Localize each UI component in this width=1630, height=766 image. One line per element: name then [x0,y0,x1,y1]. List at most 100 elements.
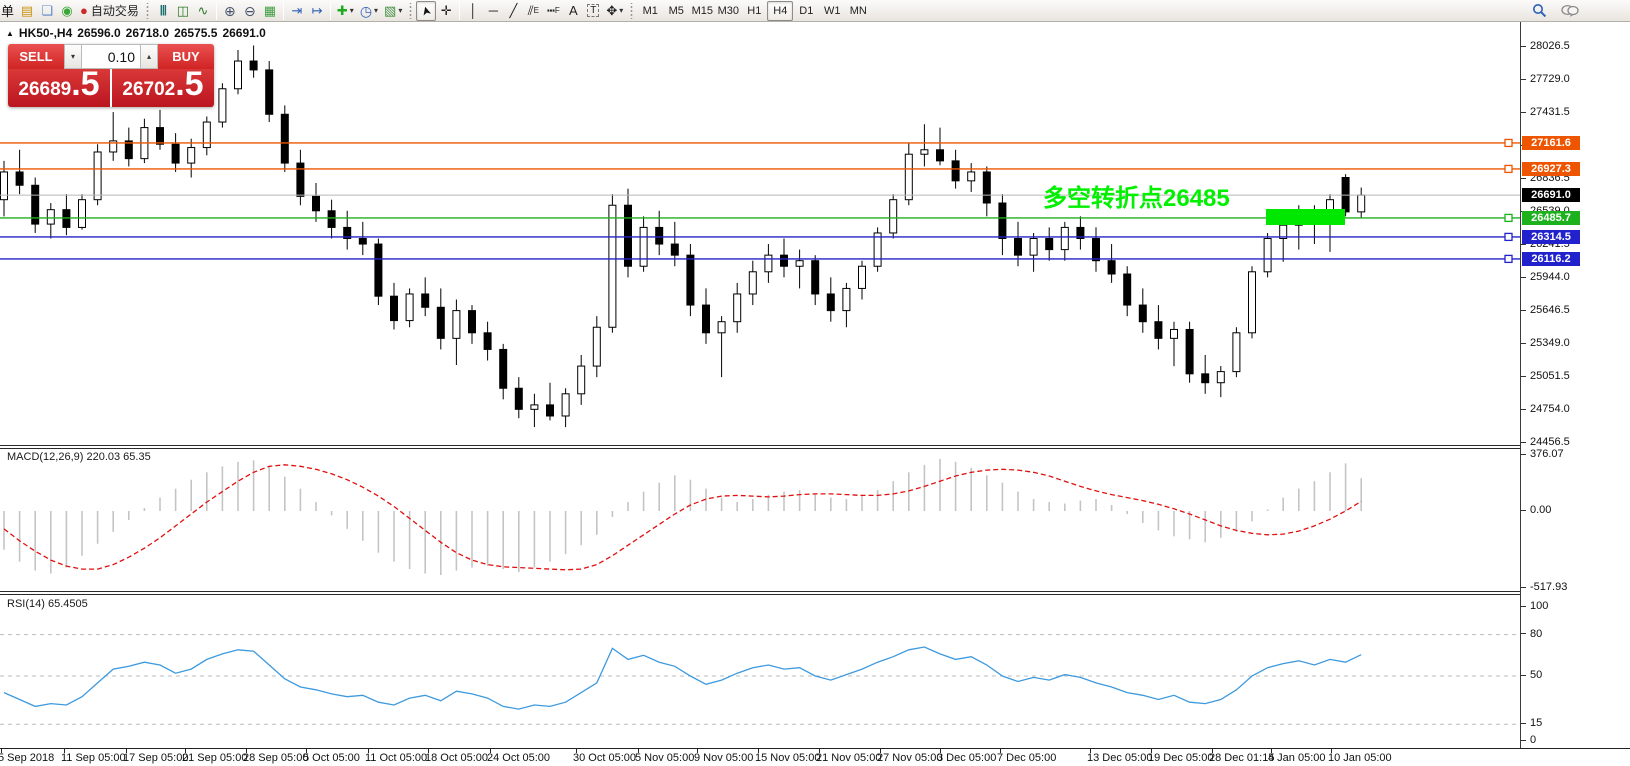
price-badge[interactable]: 26314.5 [1522,229,1580,244]
zoom-out-button[interactable]: ⊖ [240,1,260,21]
tile-windows-button[interactable]: ▦ [260,1,280,21]
signal-icon[interactable]: ◉ [57,1,77,21]
macd-tick-label: -517.93 [1521,581,1567,593]
chart-window[interactable]: ▲ HK50-,H4 26596.0 26718.0 26575.5 26691… [0,22,1630,766]
collapse-panel-icon[interactable]: ▲ [6,28,14,38]
time-label: 28 Dec 01:15 [1209,752,1275,764]
candle-body [826,293,835,312]
horizontal-line-button[interactable]: ─ [483,1,503,21]
crosshair-tool-button[interactable]: ✛ [436,1,456,21]
chart-upload-icon[interactable]: ❏ [37,1,57,21]
candle-body [1107,260,1116,275]
volume-input[interactable] [82,45,140,68]
candle-body [967,171,976,182]
dropdown-arrow-icon: ▾ [374,6,379,15]
template-icon: ▧ [384,3,397,18]
zoom-in-button[interactable]: ⊕ [220,1,240,21]
time-tick [126,749,127,753]
buy-price[interactable]: 26702 .5 [112,67,214,107]
timeframe-m30[interactable]: M30 [717,4,739,17]
trendline-button[interactable]: ╱ [503,1,523,21]
text-tool-button[interactable]: A [563,1,583,21]
candle-body [109,140,118,153]
candle-body [1185,328,1194,375]
timeframe-mn[interactable]: MN [849,4,867,17]
price-axis[interactable]: 28026.527729.027431.527134.026836.526539… [1520,22,1630,748]
annotation-text[interactable]: 多空转折点26485 [1043,185,1230,212]
chat-button[interactable] [1558,1,1582,21]
timeframe-h1[interactable]: H1 [747,4,762,17]
pane-separator[interactable] [0,445,1630,449]
market-watch-icon[interactable]: ▤ [17,1,37,21]
candle-body [624,204,632,267]
price-badge[interactable]: 26691.0 [1522,188,1580,203]
pane-separator[interactable] [0,591,1630,595]
candle-body [577,365,586,395]
templates-button[interactable]: ▧ ▾ [381,1,405,21]
search-button[interactable] [1529,1,1550,21]
candle-chart-button[interactable]: ◫ [173,1,193,21]
line-handle[interactable] [1504,213,1513,223]
volume-up-button[interactable]: ▴ [140,45,158,68]
channel-button[interactable]: ⫽ E [523,1,543,21]
time-tick [64,749,65,753]
time-tick [1090,749,1091,753]
candle-body [265,69,274,115]
rsi-pane[interactable] [0,595,1520,748]
fibonacci-button[interactable]: ┅ F [543,1,563,21]
candle-body [46,209,55,225]
price-badge[interactable]: 27161.6 [1522,135,1580,150]
price-badge[interactable]: 26116.2 [1522,251,1580,266]
candle-body [15,171,24,186]
line-handle[interactable] [1504,164,1513,174]
candle-body [1232,332,1241,373]
price-tick-label: 27729.0 [1521,73,1570,85]
periods-button[interactable]: ◷ ▾ [357,1,381,21]
arrows-button[interactable]: ✥ ▾ [603,1,626,21]
vertical-line-icon: │ [469,3,478,18]
price-pane[interactable] [0,22,1520,445]
candle-body [1216,371,1225,384]
buy-button[interactable]: BUY [158,44,214,69]
bar-chart-button[interactable]: ||| [153,1,173,21]
timeframe-w1[interactable]: W1 [824,4,841,17]
candle-body [1248,271,1256,334]
new-order-button[interactable]: 单 [1,4,15,19]
autotrading-button[interactable]: ● 自动交易 [77,1,142,21]
cursor-tool-button[interactable]: ➤ [416,0,437,21]
timeframe-m1[interactable]: M1 [642,4,658,17]
macd-pane[interactable] [0,449,1520,591]
sell-button[interactable]: SELL [8,44,64,69]
volume-down-button[interactable]: ▾ [64,45,82,68]
timeframe-d1[interactable]: D1 [799,4,814,17]
candle-body [764,254,773,273]
add-indicator-button[interactable]: ✚ ▾ [334,1,357,21]
time-label: 21 Sep 05:00 [182,752,248,764]
chart-shift-button[interactable]: ⇥ [287,1,307,21]
line-chart-button[interactable]: ∿ [193,1,213,21]
vertical-line-button[interactable]: │ [463,1,483,21]
candle-body [717,321,726,334]
autotrading-icon: ● [80,3,88,18]
candle-body [530,404,539,410]
line-handle[interactable] [1504,232,1513,242]
candle-body [702,304,710,334]
time-label: 21 Nov 05:00 [816,752,882,764]
rsi-tick-label: 80 [1521,628,1542,640]
text-label-button[interactable]: T [583,1,603,21]
book-icon: ▤ [20,3,34,18]
auto-scroll-button[interactable]: ↦ [307,1,327,21]
price-badge[interactable]: 26927.3 [1522,161,1580,176]
candle-body [639,226,648,267]
dropdown-arrow-icon: ▾ [398,6,403,15]
timeframe-h4[interactable]: H4 [767,0,794,21]
sell-price[interactable]: 26689 .5 [8,67,110,107]
timeframe-m15[interactable]: M15 [691,4,713,17]
broadcast-icon: ◉ [61,3,73,18]
candle-body [670,243,679,256]
timeframe-m5[interactable]: M5 [668,4,684,17]
price-badge[interactable]: 26485.7 [1522,210,1580,225]
line-handle[interactable] [1504,138,1513,148]
time-axis[interactable]: 5 Sep 2018 11 Sep 05:00 17 Sep 05:00 21 Sep… [0,748,1630,766]
line-handle[interactable] [1504,254,1513,264]
